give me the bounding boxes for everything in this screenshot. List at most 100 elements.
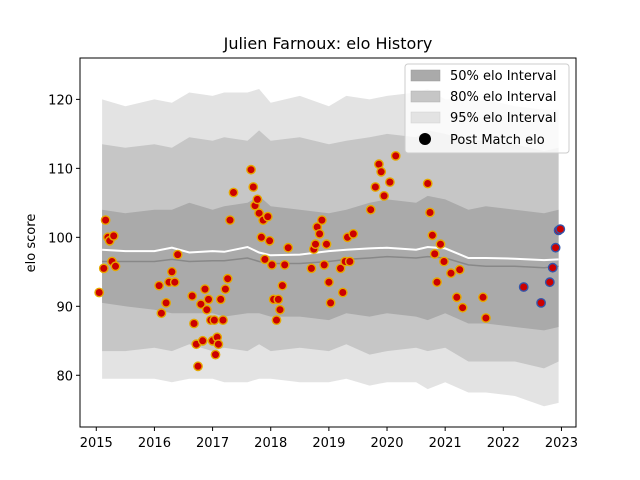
data-point xyxy=(200,284,210,294)
data-point xyxy=(203,294,214,305)
data-point xyxy=(169,277,180,288)
data-point xyxy=(316,215,327,226)
x-tick-label: 2017 xyxy=(196,436,229,451)
legend: 50% elo Interval 80% elo Interval 95% el… xyxy=(404,63,570,154)
plot-frame xyxy=(79,57,577,428)
legend-label-80: 80% elo Interval xyxy=(450,90,557,105)
legend-swatch-80 xyxy=(410,90,441,103)
data-point xyxy=(323,277,334,288)
data-point xyxy=(446,268,456,279)
mean-line xyxy=(102,245,559,262)
data-point xyxy=(376,166,387,177)
data-point xyxy=(254,208,265,219)
data-point xyxy=(259,254,270,265)
data-point xyxy=(248,182,259,192)
data-point xyxy=(218,315,228,325)
data-point xyxy=(110,261,121,272)
data-point xyxy=(335,263,346,274)
y-tick-label: 80 xyxy=(56,369,73,384)
axes: 2015 2016 2017 2018 2019 2020 2021 2022 2023 80 90… xyxy=(48,93,578,451)
data-point xyxy=(314,228,325,239)
x-tick-label: 2020 xyxy=(370,436,403,451)
data-point xyxy=(337,287,348,298)
data-point xyxy=(279,259,290,270)
data-point xyxy=(454,264,465,275)
legend-marker-points xyxy=(419,133,431,145)
data-point xyxy=(195,299,206,310)
data-point xyxy=(275,304,285,315)
data-point xyxy=(222,273,233,284)
data-point xyxy=(422,178,433,189)
x-tick-label: 2018 xyxy=(254,436,287,451)
data-point xyxy=(246,164,256,175)
x-tick-label: 2019 xyxy=(312,436,345,451)
x-tick-label: 2021 xyxy=(429,436,462,451)
y-axis-label: elo score xyxy=(24,214,39,273)
data-point xyxy=(225,215,235,226)
data-point xyxy=(451,292,462,303)
data-point xyxy=(189,318,199,329)
data-point xyxy=(348,228,359,239)
data-point xyxy=(435,239,446,250)
data-point xyxy=(161,297,172,308)
data-point xyxy=(213,339,224,350)
data-point xyxy=(264,235,275,246)
data-point xyxy=(536,297,546,308)
data-point xyxy=(266,259,277,270)
data-point xyxy=(98,263,109,274)
band-50 xyxy=(102,195,559,331)
data-point xyxy=(439,256,449,267)
legend-swatch-95 xyxy=(410,111,441,124)
y-tick-label: 120 xyxy=(48,93,73,108)
data-point xyxy=(370,182,381,192)
legend-label-50: 50% elo Interval xyxy=(450,69,557,84)
chart-title: Julien Farnoux: elo History xyxy=(223,34,433,53)
data-point xyxy=(429,248,440,259)
data-point xyxy=(252,194,263,205)
legend-label-95: 95% elo Interval xyxy=(450,111,557,126)
data-point xyxy=(306,263,317,274)
data-point xyxy=(197,335,208,346)
data-point xyxy=(166,266,177,277)
data-point xyxy=(154,280,165,291)
data-point xyxy=(425,207,435,218)
data-point xyxy=(220,284,231,294)
median-line xyxy=(102,255,559,269)
data-point xyxy=(325,297,336,308)
data-point xyxy=(478,292,488,303)
plot-area xyxy=(94,89,566,407)
data-point xyxy=(319,259,330,270)
x-tick-label: 2016 xyxy=(138,436,171,451)
data-point xyxy=(156,308,167,319)
data-point xyxy=(100,215,111,226)
data-point xyxy=(365,204,376,215)
data-point xyxy=(210,349,221,360)
data-point xyxy=(193,361,203,372)
legend-box xyxy=(404,63,570,154)
data-point xyxy=(310,239,321,250)
data-point xyxy=(544,277,555,288)
data-point xyxy=(432,277,442,288)
legend-swatch-50 xyxy=(410,69,441,82)
data-point xyxy=(321,239,332,250)
data-point xyxy=(283,242,294,253)
data-point xyxy=(201,304,212,315)
data-point xyxy=(550,242,561,253)
data-point xyxy=(555,224,566,235)
data-point xyxy=(427,230,438,241)
data-point xyxy=(228,187,239,198)
y-tick-label: 100 xyxy=(48,231,73,246)
data-point xyxy=(344,256,355,267)
data-point xyxy=(457,302,468,313)
x-tick-label: 2023 xyxy=(545,436,578,451)
data-point xyxy=(262,211,273,222)
data-point xyxy=(209,315,220,325)
data-point xyxy=(271,315,282,325)
legend-label-points: Post Match elo xyxy=(450,133,545,148)
data-point xyxy=(94,287,105,298)
data-point xyxy=(480,313,491,323)
y-tick-label: 110 xyxy=(48,162,73,177)
data-point xyxy=(547,262,558,273)
x-tick-label: 2022 xyxy=(487,436,520,451)
